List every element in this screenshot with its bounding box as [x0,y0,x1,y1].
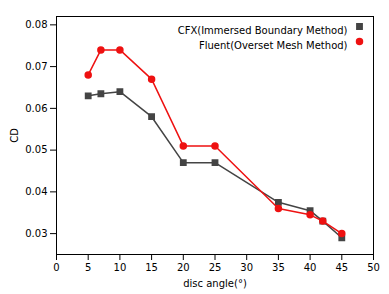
svg-text:disc angle(°): disc angle(°) [183,278,247,289]
svg-text:Fluent(Overset Mesh Method): Fluent(Overset Mesh Method) [199,40,348,51]
svg-text:0.07: 0.07 [25,61,47,72]
svg-text:CD: CD [9,128,20,143]
svg-text:5: 5 [85,262,91,273]
svg-text:40: 40 [304,262,317,273]
svg-text:20: 20 [177,262,190,273]
svg-text:0.05: 0.05 [25,144,47,155]
svg-text:10: 10 [114,262,127,273]
svg-text:45: 45 [335,262,348,273]
svg-text:25: 25 [209,262,222,273]
svg-text:0.04: 0.04 [25,186,47,197]
svg-text:0: 0 [53,262,59,273]
svg-text:0.08: 0.08 [25,19,47,30]
svg-text:50: 50 [367,262,380,273]
svg-text:35: 35 [272,262,285,273]
svg-text:0.03: 0.03 [25,228,47,239]
svg-text:15: 15 [145,262,158,273]
svg-text:CFX(Immersed Boundary Method): CFX(Immersed Boundary Method) [178,25,348,36]
svg-text:30: 30 [240,262,253,273]
svg-text:0.06: 0.06 [25,103,47,114]
